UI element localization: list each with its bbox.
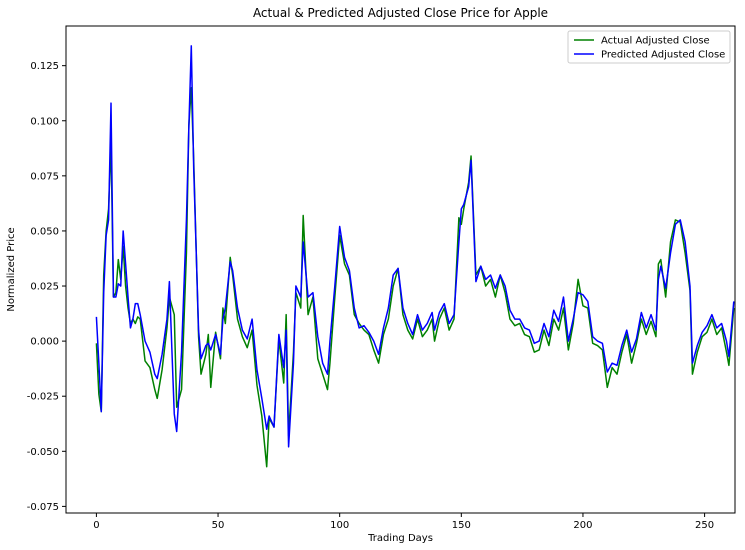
legend-label-actual: Actual Adjusted Close — [601, 36, 710, 47]
x-tick-label: 0 — [93, 520, 99, 531]
x-tick-label: 150 — [452, 520, 471, 531]
x-axis-label: Trading Days — [367, 533, 433, 544]
y-tick-label: 0.125 — [30, 61, 59, 72]
y-tick-label: 0.050 — [30, 226, 59, 237]
legend-box — [567, 30, 731, 64]
y-axis: -0.075 -0.050 -0.025 0.000 0.025 0.050 0.075 0.… — [27, 61, 66, 513]
y-axis-label: Normalized Price — [6, 227, 17, 311]
y-tick-label: 0.025 — [30, 282, 59, 293]
series-line-predicted — [95, 45, 735, 448]
x-tick-label: 50 — [212, 520, 225, 531]
series-line-actual — [95, 86, 735, 468]
y-tick-label: 0.100 — [30, 116, 59, 127]
y-tick-label: -0.025 — [27, 392, 59, 403]
x-tick-label: 250 — [695, 520, 714, 531]
x-axis: 0 50 100 150 200 250 — [93, 513, 714, 531]
plot-frame — [65, 25, 736, 514]
plot-area — [95, 45, 735, 468]
legend-label-predicted: Predicted Adjusted Close — [601, 50, 725, 61]
y-tick-label: -0.050 — [27, 447, 59, 458]
y-tick-label: 0.000 — [30, 337, 59, 348]
legend: Actual Adjusted Close Predicted Adjusted… — [567, 30, 731, 64]
x-tick-label: 100 — [330, 520, 349, 531]
x-tick-label: 200 — [573, 520, 592, 531]
y-tick-label: 0.075 — [30, 171, 59, 182]
y-tick-label: -0.075 — [27, 502, 59, 513]
chart-title: Actual & Predicted Adjusted Close Price … — [253, 6, 548, 20]
